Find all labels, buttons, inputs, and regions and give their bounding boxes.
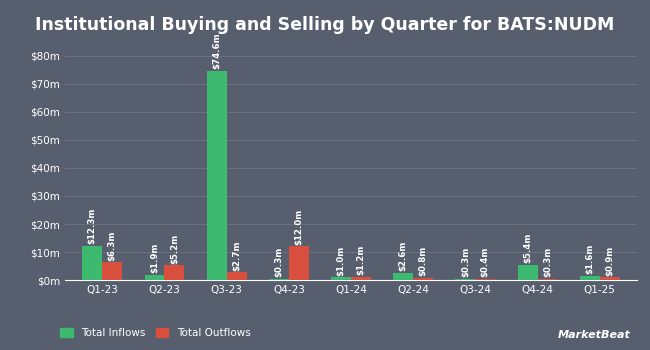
Text: $0.9m: $0.9m [605,246,614,276]
Text: $12.3m: $12.3m [88,208,97,244]
Text: $1.2m: $1.2m [356,245,365,275]
Bar [289,246,309,280]
Text: $5.4m: $5.4m [523,233,532,263]
Bar [600,278,619,280]
Bar [456,279,475,280]
Text: $1.0m: $1.0m [337,245,346,275]
Text: $2.7m: $2.7m [232,240,241,271]
Bar [393,273,413,280]
Text: $0.3m: $0.3m [274,247,283,278]
Text: $0.3m: $0.3m [543,247,552,278]
Text: $0.8m: $0.8m [419,246,428,276]
Text: $1.6m: $1.6m [585,244,594,274]
Bar [413,278,433,280]
Text: MarketBeat: MarketBeat [558,329,630,340]
Text: $0.4m: $0.4m [481,247,490,277]
Text: $0.3m: $0.3m [461,247,470,278]
Bar [207,71,227,280]
Text: $2.6m: $2.6m [398,241,408,271]
Bar [144,275,164,280]
Bar [164,265,185,280]
Bar [331,277,351,280]
Legend: Total Inflows, Total Outflows: Total Inflows, Total Outflows [57,325,254,341]
Text: $5.2m: $5.2m [170,233,179,264]
Bar [475,279,495,280]
Bar [351,276,371,280]
Bar [580,275,600,280]
Bar [269,279,289,280]
Bar [517,265,538,280]
Bar [227,272,246,280]
Text: $12.0m: $12.0m [294,209,304,245]
Text: $6.3m: $6.3m [108,230,117,261]
Bar [102,262,122,280]
Text: Institutional Buying and Selling by Quarter for BATS:NUDM: Institutional Buying and Selling by Quar… [35,16,615,34]
Text: $74.6m: $74.6m [212,33,221,69]
Text: $1.9m: $1.9m [150,243,159,273]
Bar [83,246,102,280]
Bar [538,279,558,280]
